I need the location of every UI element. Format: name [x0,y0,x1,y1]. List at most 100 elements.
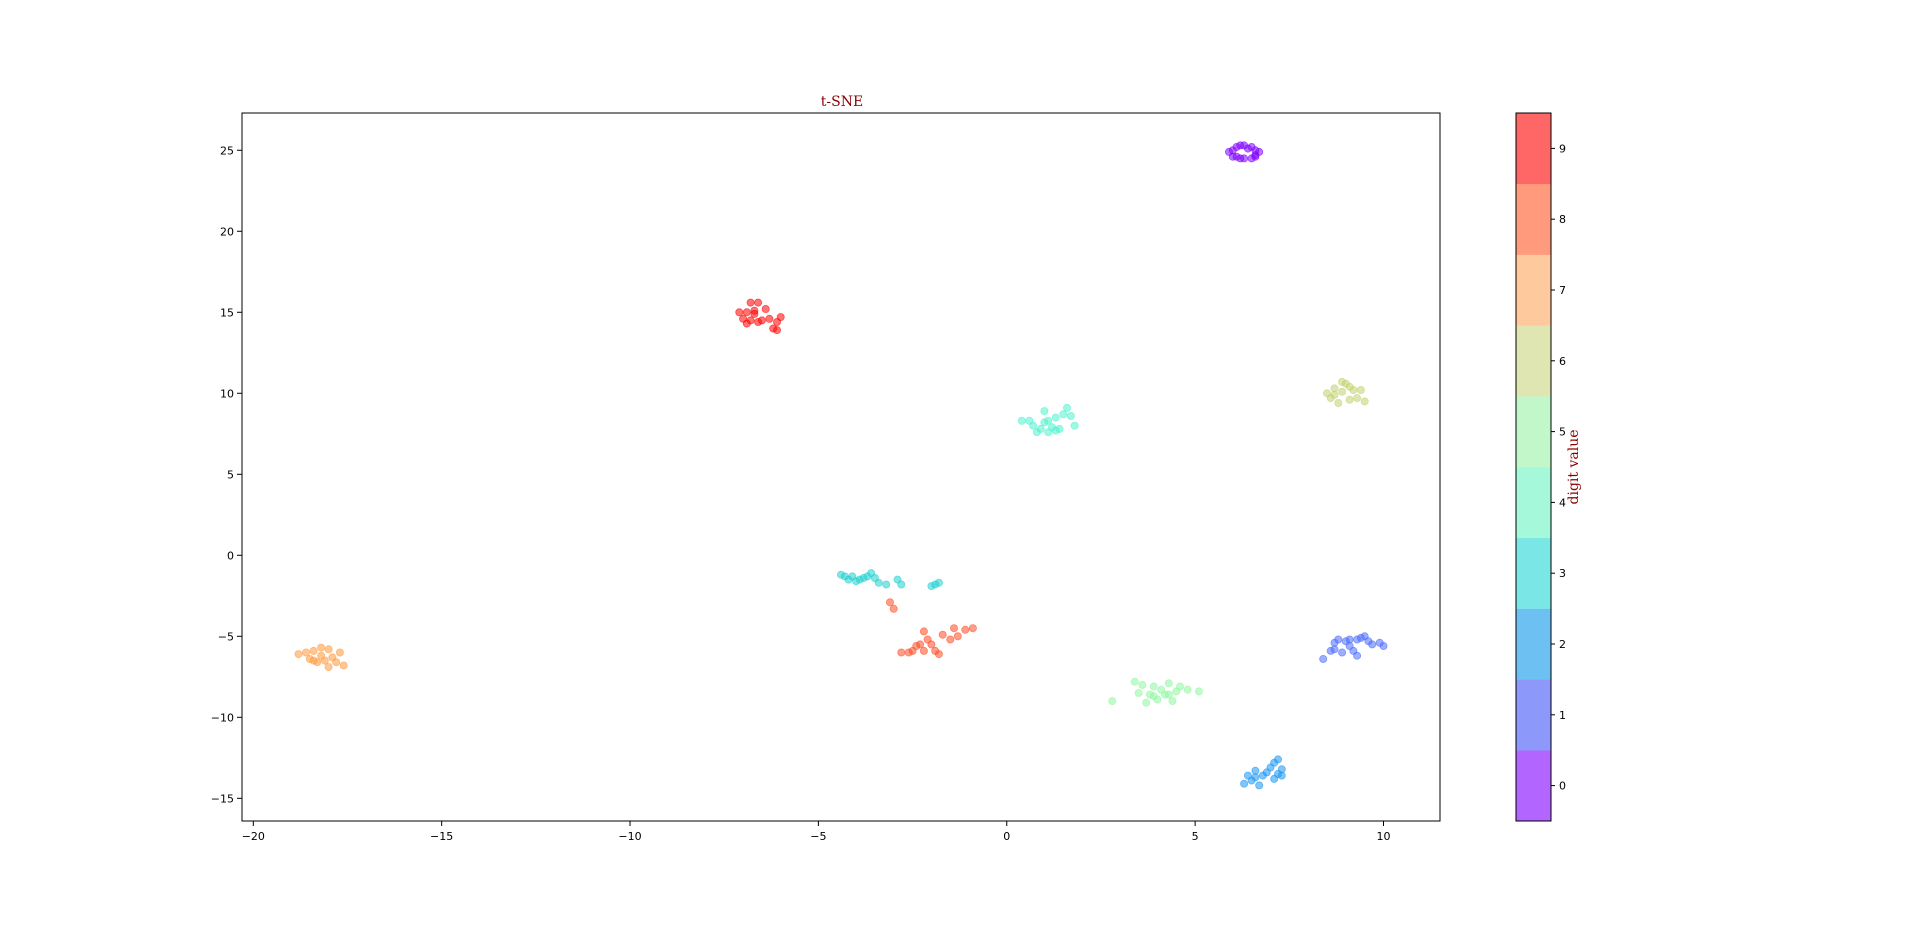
point-digit-4 [1051,426,1060,435]
point-digit-3 [874,578,883,587]
colorbar-tick-label: 1 [1559,709,1566,722]
plot-area-frame [241,112,1441,822]
x-tick-label: 0 [1003,830,1010,843]
point-digit-5 [1149,682,1158,691]
colorbar-tick-label: 0 [1559,780,1566,793]
point-digit-1 [1330,645,1339,654]
y-tick-label: 0 [227,549,234,562]
point-digit-0 [1225,147,1234,156]
point-digit-7 [309,646,318,655]
point-digit-9 [773,326,782,335]
point-digit-5 [1168,697,1177,706]
point-digit-9 [765,314,774,323]
point-digit-1 [1345,635,1354,644]
colorbar-tick-label: 7 [1559,284,1566,297]
point-digit-8 [946,635,955,644]
point-digit-9 [735,308,744,317]
point-digit-7 [332,658,341,667]
point-digit-9 [754,298,763,307]
point-digit-6 [1356,385,1365,394]
point-digit-8 [919,627,928,636]
point-digit-5 [1142,698,1151,707]
colorbar-tick-label: 4 [1559,496,1566,509]
colorbar-segment-6 [1516,325,1551,397]
x-tick-label: 10 [1376,830,1390,843]
point-digit-8 [897,648,906,657]
point-digit-8 [934,650,943,659]
colorbar-tick-label: 6 [1559,355,1566,368]
point-digit-5 [1194,687,1203,696]
point-digit-8 [889,604,898,613]
point-digit-6 [1338,377,1347,386]
point-digit-8 [927,640,936,649]
point-digit-1 [1379,642,1388,651]
colorbar-tick-label: 5 [1559,426,1566,439]
point-digit-8 [953,632,962,641]
colorbar-tick-label: 3 [1559,567,1566,580]
colorbar-frame [1515,112,1552,822]
colorbar-segment-4 [1516,467,1551,539]
colorbar-segment-8 [1516,183,1551,255]
point-digit-4 [1051,413,1060,422]
point-digit-5 [1164,679,1173,688]
colorbar-tick-label: 8 [1559,213,1566,226]
point-digit-5 [1149,692,1158,701]
point-digit-5 [1183,685,1192,694]
x-tick-label: −20 [242,830,265,843]
colorbar-segment-3 [1516,537,1551,609]
y-tick-label: −15 [211,792,234,805]
scatter-points [294,141,1388,790]
y-axis: −15 −10 −5 0 5 10 15 20 25 [211,144,242,805]
point-digit-5 [1138,680,1147,689]
point-digit-6 [1353,394,1362,403]
point-digit-2 [1251,773,1260,782]
colorbar-segment-0 [1516,750,1551,822]
point-digit-9 [746,298,755,307]
point-digit-3 [882,580,891,589]
y-tick-label: 25 [220,144,234,157]
point-digit-4 [1040,407,1049,416]
chart-title: t-SNE [821,94,863,110]
colorbar: 0 1 2 3 4 5 6 7 8 9 [1515,112,1566,822]
point-digit-8 [919,646,928,655]
colorbar-label: digit value [1566,430,1582,505]
point-digit-5 [1108,697,1117,706]
point-digit-9 [742,308,751,317]
point-digit-2 [1255,781,1264,790]
point-digit-2 [1240,779,1249,788]
point-digit-4 [1059,410,1068,419]
point-digit-7 [309,656,318,665]
point-digit-6 [1345,395,1354,404]
point-digit-0 [1251,151,1260,160]
point-digit-8 [886,598,895,607]
y-tick-label: 10 [220,387,234,400]
point-digit-4 [1017,416,1026,425]
point-digit-6 [1334,398,1343,407]
colorbar-segment-7 [1516,254,1551,326]
x-axis: −20 −15 −10 −5 0 5 10 [242,821,1390,843]
point-digit-1 [1353,635,1362,644]
point-digit-8 [916,640,925,649]
x-tick-label: −15 [430,830,453,843]
point-digit-0 [1243,144,1252,153]
point-digit-1 [1368,640,1377,649]
point-digit-3 [934,578,943,587]
point-digit-4 [1063,403,1072,412]
point-digit-4 [1040,418,1049,427]
point-digit-1 [1334,635,1343,644]
y-tick-label: 20 [220,225,234,238]
colorbar-segment-2 [1516,608,1551,680]
point-digit-6 [1338,387,1347,396]
point-digit-5 [1164,690,1173,699]
point-digit-1 [1338,648,1347,657]
y-tick-label: 5 [227,468,234,481]
point-digit-8 [961,625,970,634]
point-digit-4 [1029,421,1038,430]
point-digit-8 [968,624,977,633]
point-digit-9 [750,306,759,315]
point-digit-8 [950,624,959,633]
point-digit-5 [1134,689,1143,698]
colorbar-segment-1 [1516,679,1551,751]
point-digit-5 [1176,682,1185,691]
